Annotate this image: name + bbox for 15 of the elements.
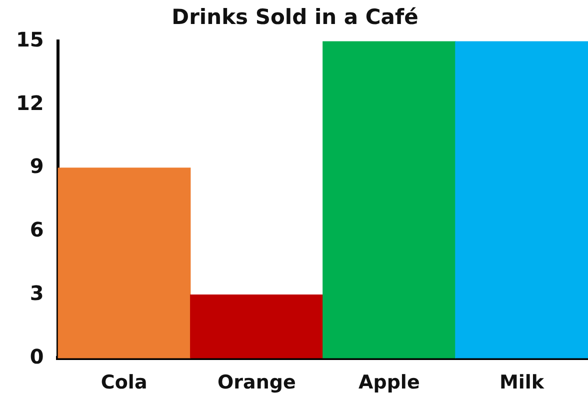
bar (322, 41, 456, 358)
chart-title: Drinks Sold in a Café (172, 5, 418, 30)
bar (58, 168, 191, 358)
y-tick-label: 15 (16, 27, 44, 52)
bar (190, 294, 324, 358)
x-tick-label: Milk (499, 372, 544, 394)
y-tick-label: 12 (16, 90, 44, 115)
x-tick-label: Orange (217, 372, 296, 394)
y-tick-label: 6 (30, 218, 44, 242)
bar (455, 41, 588, 358)
y-tick-label: 0 (30, 344, 44, 368)
x-tick-label: Cola (100, 372, 148, 394)
x-tick-label: Apple (358, 372, 420, 394)
y-tick-label: 9 (30, 154, 44, 178)
y-tick-label: 3 (30, 281, 44, 306)
